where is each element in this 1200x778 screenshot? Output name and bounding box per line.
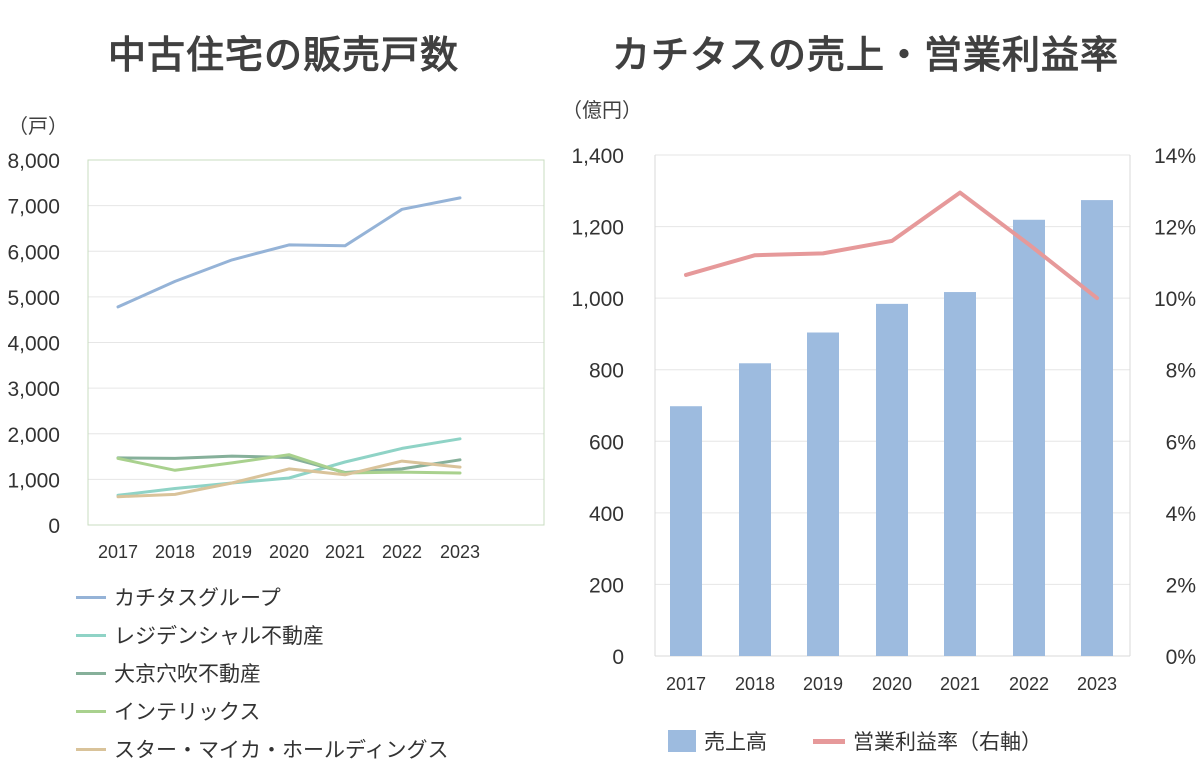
legend-item-5: スター・マイカ・ホールディングス [76,730,449,768]
legend-label-margin: 営業利益率（右軸） [853,730,1042,754]
left-y-tick-label: 0 [48,515,60,538]
left-y-tick-label: 1,000 [7,469,60,492]
series-line-2 [116,437,462,497]
left-x-tick-label: 2022 [382,542,422,562]
sales-bar-2020 [876,303,908,656]
right-y2-tick-label: 8% [1166,360,1196,383]
right-x-tick-label: 2023 [1077,674,1117,694]
legend-swatch-5 [76,747,106,751]
right-y-tick-label: 600 [589,431,624,454]
right-unit-label: （億円） [562,98,642,122]
left-chart-legend: カチタスグループレジデンシャル不動産 大京穴吹不動産 インテリックススター・マイカ・… [76,578,449,768]
right-y-tick-label: 0 [612,646,624,669]
series-line-1 [116,196,462,309]
left-y-tick-label: 3,000 [7,378,60,401]
sales-bar-2021 [944,292,976,656]
legend-item-sales: 売上高 [668,722,767,760]
legend-swatch-4 [76,709,106,713]
series-line-4 [116,453,462,475]
left-y-tick-label: 4,000 [7,333,60,356]
legend-label-1: カチタスグループ [114,586,281,610]
legend-label-4: インテリックス [114,700,261,724]
left-chart-title: 中古住宅の販売戸数 [108,33,460,77]
legend-label-sales: 売上高 [704,730,767,754]
left-y-tick-label: 6,000 [7,241,60,264]
sales-bar-2019 [807,332,839,656]
legend-swatch-sales [668,730,696,752]
right-y2-tick-label: 14% [1154,145,1196,168]
legend-swatch-3 [76,671,106,675]
series-line-5 [116,459,462,499]
right-x-tick-label: 2019 [803,674,843,694]
left-x-tick-label: 2017 [98,542,138,562]
left-x-tick-label: 2023 [440,542,480,562]
left-y-tick-label: 7,000 [7,196,60,219]
right-y-tick-label: 1,400 [571,145,624,168]
left-x-tick-label: 2021 [325,542,365,562]
right-x-tick-label: 2022 [1009,674,1049,694]
legend-swatch-1 [76,595,106,599]
right-y2-tick-label: 12% [1154,217,1196,240]
series-line-3 [116,454,462,474]
legend-label-3: 大京穴吹不動産 [114,662,261,686]
left-unit-label: （戸） [8,114,68,138]
sales-bar-2018 [739,363,771,656]
sales-bar-2017 [670,406,702,656]
legend-item-2: レジデンシャル不動産 [76,616,449,654]
right-y2-tick-label: 2% [1166,574,1196,597]
legend-label-5: スター・マイカ・ホールディングス [114,738,449,762]
left-x-tick-label: 2018 [155,542,195,562]
legend-item-margin: 営業利益率（右軸） [813,722,1042,760]
legend-swatch-2 [76,633,106,637]
right-x-tick-label: 2020 [872,674,912,694]
left-y-tick-label: 2,000 [7,424,60,447]
right-y2-tick-label: 0% [1166,646,1196,669]
right-y2-tick-label: 6% [1166,431,1196,454]
right-chart-legend: 売上高 営業利益率（右軸） [668,722,1042,760]
right-x-tick-label: 2021 [940,674,980,694]
right-y-tick-label: 1,200 [571,217,624,240]
sales-bar-2023 [1081,200,1113,656]
right-x-tick-label: 2017 [666,674,706,694]
left-plot-area [87,159,545,526]
legend-label-2: レジデンシャル不動産 [114,624,324,648]
right-y-tick-label: 400 [589,503,624,526]
sales-bar-2022 [1013,219,1045,656]
legend-item-3: 大京穴吹不動産 [76,654,449,692]
right-y-tick-label: 800 [589,360,624,383]
legend-item-1: カチタスグループ [76,578,449,616]
left-x-tick-label: 2019 [212,542,252,562]
margin-line [684,190,1099,301]
left-x-tick-label: 2020 [269,542,309,562]
right-x-tick-label: 2018 [735,674,775,694]
right-y2-tick-label: 4% [1166,503,1196,526]
left-y-tick-label: 5,000 [7,287,60,310]
right-chart-title: カチタスの売上・営業利益率 [612,33,1120,77]
right-y2-tick-label: 10% [1154,288,1196,311]
right-y-tick-label: 200 [589,574,624,597]
left-y-tick-label: 8,000 [7,150,60,173]
legend-item-4: インテリックス [76,692,449,730]
right-y-tick-label: 1,000 [571,288,624,311]
legend-swatch-margin [813,738,845,744]
